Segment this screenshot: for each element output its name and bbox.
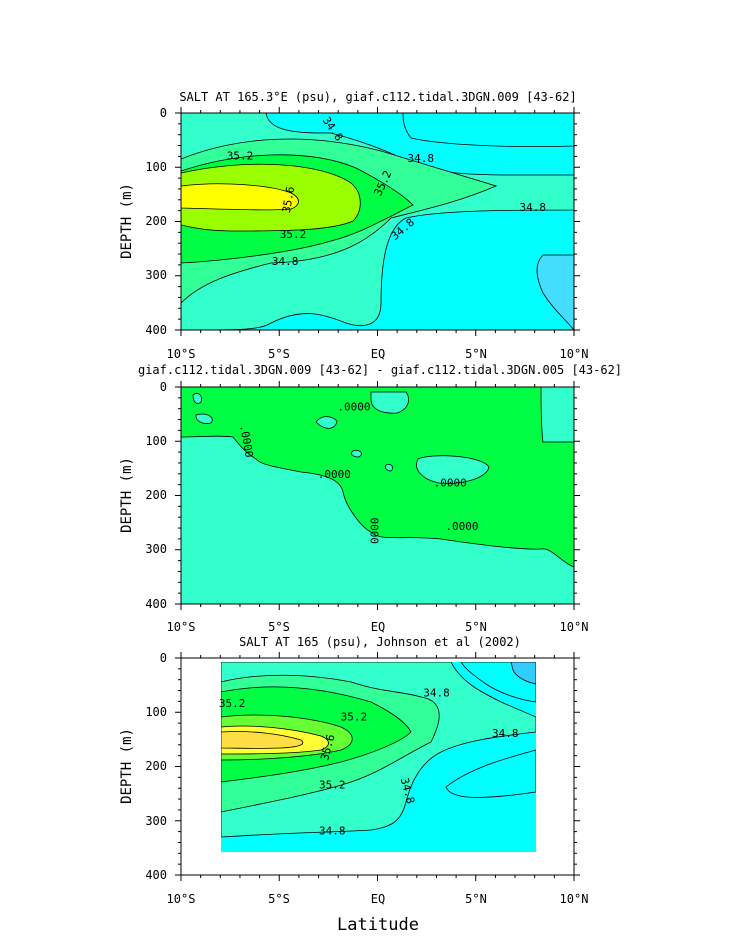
fill-east-core	[510, 662, 536, 685]
contour-label-text: 34.8	[423, 686, 450, 699]
contour-label-text: 35.2	[227, 149, 254, 162]
contour-label: 34.8	[423, 686, 450, 699]
contour-label-text: 34.8	[519, 201, 546, 214]
contour-label: 35.6	[280, 186, 297, 214]
panel-1-xtick-label: 5°N	[465, 347, 487, 361]
contour-label-text: .0000	[445, 520, 478, 533]
panel-3-ytick-label: 200	[145, 759, 167, 773]
fill-east-deep	[536, 254, 574, 330]
contour-label: .0000	[318, 468, 351, 481]
panel-1-xtick-label: EQ	[371, 347, 385, 361]
panel-2: giaf.c112.tidal.3DGN.009 [43-62] - giaf.…	[119, 363, 622, 634]
panel-2-ytick-label: 100	[145, 434, 167, 448]
panel-2-contour-labels: .0000 .0000 .0000 .0000 0000 .0000	[237, 401, 478, 545]
contour-label-text: 35.2	[280, 228, 307, 241]
contour-label-text: .0000	[237, 424, 256, 459]
panel-1-ytick-label: 0	[160, 106, 167, 120]
panel-1: SALT AT 165.3°E (psu), giaf.c112.tidal.3…	[119, 90, 588, 361]
contour-label-text: 34.8	[407, 152, 434, 165]
contour-label: 35.2	[341, 711, 368, 724]
panel-3-ytick-label: 400	[145, 868, 167, 882]
fill-negative-patch-7	[351, 450, 362, 458]
contour-label: 35.2	[219, 697, 246, 710]
panel-2-ytick-label: 200	[145, 488, 167, 502]
contour-label: 34.8	[407, 152, 434, 165]
contour-label: .0000	[434, 477, 467, 490]
contour-label: 34.8	[492, 727, 518, 740]
panel-3-ytick-label: 0	[160, 651, 167, 665]
contour-label: .0000	[337, 401, 370, 414]
fill-east-deep	[445, 749, 536, 798]
panel-2-plot	[181, 387, 574, 604]
contour-label: 35.2	[319, 778, 346, 791]
panel-3-ylabel: DEPTH (m)	[119, 728, 135, 804]
panel-3: SALT AT 165 (psu), Johnson et al (2002) …	[119, 635, 588, 906]
contour-label: 0000	[368, 518, 381, 545]
contour-label: 35.2	[280, 228, 307, 241]
panel-2-ytick-label: 400	[145, 597, 167, 611]
contour-label: 34.8	[319, 825, 346, 838]
contour-label: 34.8	[272, 255, 299, 268]
panel-3-xtick-label: EQ	[371, 892, 385, 906]
panel-2-xtick-label: 5°S	[268, 620, 290, 634]
contour-label-text: 35.2	[341, 711, 368, 724]
contour-label-text: 0000	[368, 518, 381, 545]
figure-xlabel: Latitude	[337, 915, 419, 935]
panel-3-ytick-label: 100	[145, 705, 167, 719]
fill-negative-patch-4	[192, 393, 202, 404]
panel-2-xtick-label: 10°S	[167, 620, 196, 634]
panel-1-xtick-label: 5°S	[268, 347, 290, 361]
panel-3-ytick-label: 300	[145, 814, 167, 828]
fill-negative-patch-3	[370, 391, 409, 414]
fill-negative-patch-8	[195, 413, 213, 424]
panel-1-title: SALT AT 165.3°E (psu), giaf.c112.tidal.3…	[179, 90, 576, 104]
contour-label-text: 35.6	[280, 186, 297, 214]
fill-positive	[181, 387, 574, 568]
panel-1-ticks	[175, 107, 580, 336]
contour-label: 34.8	[519, 201, 546, 214]
panel-1-xtick-label: 10°S	[167, 347, 196, 361]
panel-3-ticks	[175, 652, 580, 881]
panel-1-plot	[181, 113, 574, 330]
contour-label: 35.2	[227, 149, 254, 162]
panel-2-xtick-label: 5°N	[465, 620, 487, 634]
contour-label-text: 34.8	[272, 255, 299, 268]
panel-3-title: SALT AT 165 (psu), Johnson et al (2002)	[239, 635, 521, 649]
panel-1-ytick-label: 100	[145, 160, 167, 174]
contour-label-text: 35.2	[319, 778, 346, 791]
panel-2-xtick-label: 10°N	[560, 620, 589, 634]
fill-level-7	[181, 183, 299, 211]
panel-1-ytick-label: 300	[145, 268, 167, 282]
fill-negative-patch-2	[416, 455, 490, 484]
panel-2-ticks	[175, 381, 580, 610]
contour-label-text: .0000	[337, 401, 370, 414]
contour-label-text: .0000	[318, 468, 351, 481]
fill-east-shallow	[402, 113, 574, 147]
fill-level-8	[221, 731, 304, 749]
panel-3-xtick-label: 10°N	[560, 892, 589, 906]
contour-label: .0000	[237, 424, 256, 459]
panel-1-ytick-label: 400	[145, 323, 167, 337]
panel-2-xtick-label: EQ	[371, 620, 385, 634]
panel-1-xtick-label: 10°N	[560, 347, 589, 361]
fill-negative-patch-6	[384, 464, 394, 472]
panel-2-ytick-label: 300	[145, 542, 167, 556]
contour-label-text: 35.2	[219, 697, 246, 710]
panel-2-ylabel: DEPTH (m)	[119, 457, 135, 533]
panel-1-ylabel: DEPTH (m)	[119, 183, 135, 259]
panel-3-xtick-label: 10°S	[167, 892, 196, 906]
contour-label: .0000	[445, 520, 478, 533]
panel-3-plot	[221, 662, 536, 852]
contour-label-text: .0000	[434, 477, 467, 490]
panel-3-xtick-label: 5°S	[268, 892, 290, 906]
panel-2-ytick-label: 0	[160, 380, 167, 394]
contour-label-text: 34.8	[492, 727, 518, 740]
fill-negative-patch-1	[315, 416, 338, 429]
panel-2-title: giaf.c112.tidal.3DGN.009 [43-62] - giaf.…	[138, 363, 622, 377]
contour-label-text: 34.8	[319, 825, 346, 838]
panel-3-xtick-label: 5°N	[465, 892, 487, 906]
panel-1-ytick-label: 200	[145, 214, 167, 228]
